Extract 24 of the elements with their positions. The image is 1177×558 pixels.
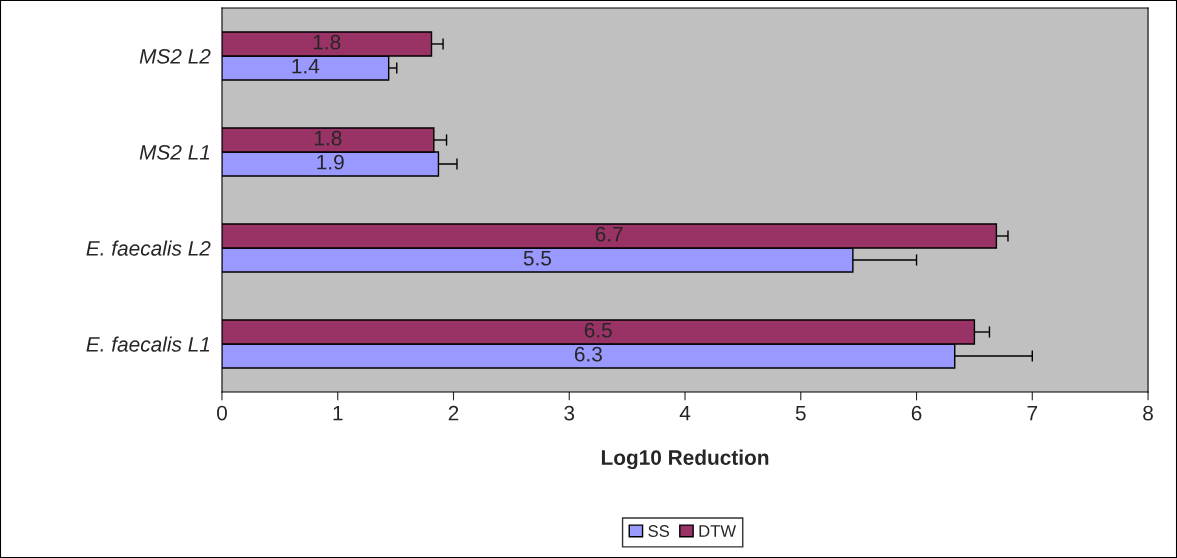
y-tick-label: E. faecalis L2 <box>86 240 211 256</box>
x-tick-label: 3 <box>564 405 575 421</box>
data-label: 6.5 <box>584 322 612 338</box>
x-tick-label: 0 <box>217 405 227 421</box>
x-tick-label: 2 <box>448 405 459 421</box>
data-label: 1.9 <box>317 154 344 170</box>
data-label: 1.8 <box>313 34 341 50</box>
x-tick-label: 1 <box>333 405 343 421</box>
y-tick-label: E. faecalis L1 <box>86 336 210 352</box>
data-label: 1.4 <box>292 59 320 74</box>
data-label: 6.7 <box>595 226 623 242</box>
x-tick-label: 6 <box>911 405 922 421</box>
x-tick-label: 7 <box>1027 405 1038 421</box>
y-tick-label: MS2 L2 <box>139 48 211 64</box>
x-tick-label: 4 <box>679 405 691 421</box>
data-label: 5.5 <box>523 251 552 266</box>
legend-label: DTW <box>699 525 737 537</box>
data-label: 1.8 <box>315 130 342 146</box>
data-label: 6.3 <box>574 346 602 362</box>
x-axis-title: Log10 Reduction <box>601 449 769 470</box>
y-tick-label: MS2 L1 <box>139 144 210 160</box>
x-tick-label: 5 <box>795 405 806 421</box>
x-tick-label: 8 <box>1143 405 1153 421</box>
legend-label: SS <box>648 525 670 537</box>
